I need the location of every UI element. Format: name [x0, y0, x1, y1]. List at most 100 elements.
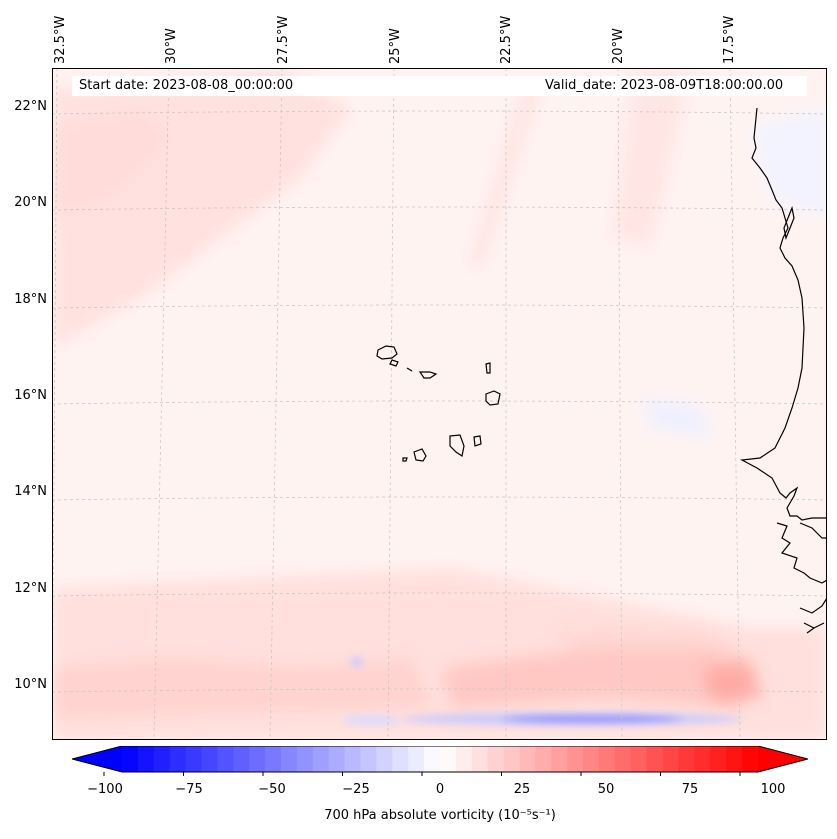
island-sal	[485, 362, 491, 374]
colorbar-ticks	[103, 772, 741, 776]
latitude-label: 22°N	[14, 99, 47, 114]
date-info-box	[72, 76, 807, 96]
guinea-coastline	[776, 522, 827, 584]
colorbar-cell	[360, 746, 377, 772]
map-border	[52, 68, 827, 740]
colorbar-cell	[217, 746, 234, 772]
longitude-label: 32.5°W	[53, 15, 68, 64]
contour-negative-patch	[351, 657, 363, 667]
contour-positive-core	[702, 663, 762, 703]
map-panel	[52, 68, 827, 740]
contour-negative-patch	[752, 108, 827, 218]
contour-positive-band	[52, 658, 432, 718]
colorbar-cell	[424, 746, 441, 772]
cape-verde-peninsula	[783, 205, 795, 241]
colorbar-outline	[72, 746, 808, 773]
colorbar-cell	[503, 746, 520, 772]
coast-segment	[799, 522, 827, 539]
africa-coastline	[740, 107, 827, 521]
vorticity-negative-band	[342, 657, 742, 725]
longitude-label: 25°W	[388, 28, 403, 64]
island-fogo	[413, 448, 427, 462]
latitude-label: 20°N	[14, 195, 47, 210]
latitude-label: 10°N	[14, 677, 47, 692]
colorbar-tick-label: −25	[342, 782, 370, 797]
colorbar-cell	[440, 746, 457, 772]
colorbar-cell	[137, 746, 155, 772]
latitude-label: 18°N	[14, 292, 47, 307]
contour-negative-core	[502, 715, 682, 723]
start-date-label: Start date: 2023-08-08_00:00:00	[79, 78, 294, 93]
island-sao-vicente	[389, 359, 399, 367]
coast-segment	[806, 627, 815, 634]
colorbar-low-extend-arrow	[72, 746, 122, 772]
colorbar-cell	[265, 746, 282, 772]
vorticity-map	[52, 68, 827, 740]
colorbar-cell	[328, 746, 346, 772]
contour-positive-band	[442, 638, 752, 708]
colorbar-cell	[376, 746, 393, 772]
colorbar-cell	[694, 746, 711, 772]
contour-streak	[612, 68, 692, 248]
colorbar-cell	[742, 746, 759, 772]
latitude-label: 14°N	[14, 484, 47, 499]
contour-positive-band	[552, 628, 742, 648]
colorbar-cell	[471, 746, 489, 772]
contour-positive-region	[52, 108, 172, 218]
colorbar-tick-label: −50	[258, 782, 286, 797]
colorbar-tick-label: −100	[87, 782, 123, 797]
latitude-label: 12°N	[14, 581, 47, 596]
colorbar-cell	[233, 746, 250, 772]
colorbar-cell	[455, 746, 473, 772]
longitude-label: 27.5°W	[276, 15, 291, 64]
colorbar-tick-label: 0	[435, 782, 445, 797]
contour-negative-patch	[342, 715, 402, 725]
island-boa-vista	[485, 390, 501, 406]
valid-date-label: Valid_date: 2023-08-09T18:00:00.00	[545, 78, 784, 93]
colorbar-cell	[201, 746, 218, 772]
contour-streak	[467, 88, 542, 268]
meridian-line	[617, 68, 623, 740]
colorbar-tick-label: 50	[597, 782, 615, 797]
colorbar-cell	[122, 746, 139, 772]
colorbar-cell	[599, 746, 616, 772]
colorbar-cell	[662, 746, 679, 772]
colorbar-cell	[185, 746, 202, 772]
colorbar-cell	[551, 746, 568, 772]
colorbar-cell	[726, 746, 743, 772]
colorbar-high-extend-arrow	[758, 746, 808, 772]
colorbar-tick-label: 100	[760, 782, 786, 797]
island-sao-nicolau	[418, 371, 438, 379]
colorbar-cell	[567, 746, 584, 772]
colorbar-cell	[646, 746, 664, 772]
colorbar-cell	[392, 746, 409, 772]
meridian-line	[153, 68, 170, 740]
longitude-label: 17.5°W	[722, 15, 737, 64]
coastlines	[376, 107, 827, 634]
colorbar-tick-label: −75	[175, 782, 203, 797]
colorbar-cell	[678, 746, 695, 772]
coast-segment	[799, 597, 827, 614]
longitude-label: 20°W	[611, 28, 626, 64]
colorbar-cell	[312, 746, 330, 772]
colorbar-cells	[122, 746, 759, 772]
vorticity-contours	[52, 68, 827, 740]
island-maio	[473, 435, 482, 447]
meridian-line	[729, 68, 741, 740]
colorbar-cell	[519, 746, 536, 772]
colorbar-cell	[153, 746, 171, 772]
colorbar-cell	[344, 746, 361, 772]
island-brava	[402, 457, 408, 462]
colorbar-cell	[630, 746, 648, 772]
meridian-line	[387, 68, 395, 740]
island-santo-antao	[376, 345, 398, 360]
island-santiago	[449, 434, 465, 457]
colorbar-title: 700 hPa absolute vorticity (10⁻⁵s⁻¹)	[324, 808, 556, 823]
colorbar-tick-label: 75	[681, 782, 699, 797]
colorbar-cell	[408, 746, 425, 772]
colorbar-cell	[281, 746, 298, 772]
colorbar-cell	[487, 746, 505, 772]
contour-negative-patch	[642, 398, 712, 438]
longitude-label: 22.5°W	[499, 15, 514, 64]
colorbar	[72, 746, 808, 776]
